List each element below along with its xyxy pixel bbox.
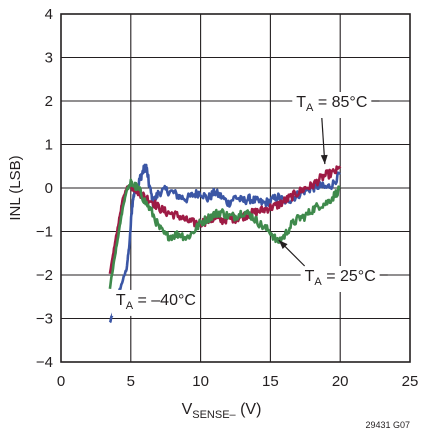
tick-labels: 0 5 10 15 20 25 −4 −3 −2 −1 0 1 2 3 4 [36,6,418,390]
annotation-bg [111,289,200,316]
y-tick-label: −1 [36,224,53,241]
y-tick-label: 4 [45,6,53,23]
annotation-label: TA = 25°C [305,268,376,288]
y-tick-label: 2 [45,93,53,110]
y-tick-label: 3 [45,50,53,67]
annotation-part: T [296,94,306,111]
y-axis-label: INL (LSB) [7,155,24,220]
annotation-label: TA = –40°C [116,292,196,312]
series-line-2 [108,178,341,289]
x-axis-label-unit: (V) [236,401,262,418]
y-tick-label: 0 [45,180,53,197]
annotation-bg [292,92,372,118]
x-tick-label: 10 [192,373,209,390]
annotation-arrowhead [320,154,328,165]
annotation-part: = 85°C [313,94,367,111]
x-axis-label: VSENSE– (V) [182,401,262,421]
annotation-part: A [306,102,314,114]
annotation-bg [300,266,380,292]
y-tick-label: 1 [45,137,53,154]
series-group [108,163,342,324]
annotation-part: T [305,268,315,285]
annotation-part: = 25°C [322,268,376,285]
annotation-part: A [126,300,134,312]
plot-frame [60,13,411,363]
annotation-1: TA = 25°C [278,239,388,292]
y-tick-label: −3 [36,311,53,328]
annotation-part: T [116,292,126,309]
annotation-arrowhead [278,240,288,249]
x-tick-label: 25 [402,373,419,390]
annotation-label: TA = 85°C [296,94,367,114]
annotation-part: = –40°C [133,292,196,309]
y-tick-label: −4 [36,354,53,371]
figure-code: 29431 G07 [365,420,410,430]
annotation-part: A [314,276,322,288]
x-tick-label: 15 [262,373,279,390]
y-tick-label: −2 [36,267,53,284]
annotation-2: TA = –40°C [111,289,200,316]
annotation-0: TA = 85°C [292,92,380,165]
x-tick-label: 0 [57,373,65,390]
x-axis-label-sub: SENSE– [192,409,236,421]
annotations: TA = 85°CTA = 25°CTA = –40°C [111,92,388,316]
x-tick-label: 5 [127,373,135,390]
x-tick-label: 20 [332,373,349,390]
x-axis-label-main: V [182,401,193,418]
